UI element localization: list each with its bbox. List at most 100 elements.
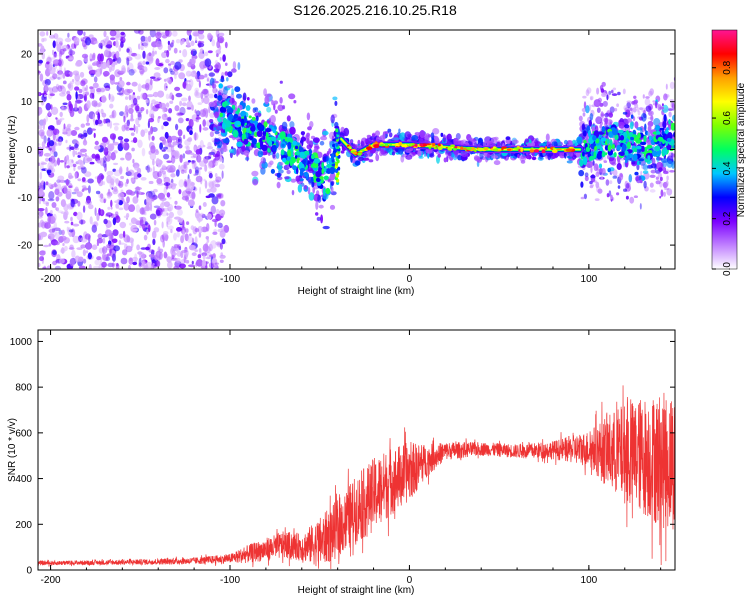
spectrogram-strong-blob (241, 133, 247, 139)
spectrogram-noise-blob (81, 177, 86, 182)
spectrogram-strong-blob (316, 182, 322, 186)
spectrogram-noise-blob (149, 152, 157, 161)
spectrogram-band-blob (607, 167, 611, 173)
spectrogram-noise-blob (205, 256, 212, 260)
spectrogram-band-blob (264, 95, 270, 105)
spectrogram-noise-blob (55, 196, 60, 202)
spectrogram-band-blob (217, 95, 223, 101)
spectrogram-noise-blob (78, 219, 86, 225)
spectrogram-noise-blob (142, 223, 146, 231)
spectrogram-noise-blob (141, 147, 146, 157)
spectrogram-strong-blob (251, 138, 257, 145)
spectrogram-noise-blob (77, 151, 83, 155)
spectrogram-noise-blob (85, 84, 89, 92)
spectrogram-noise-blob (47, 55, 51, 63)
spectrogram-band-blob (308, 180, 312, 185)
spectrogram-band-blob (404, 131, 412, 140)
spectrogram-band-blob (440, 132, 444, 137)
spectrogram-noise-blob (79, 153, 86, 157)
spectrogram-noise-blob (186, 30, 192, 36)
spectrogram-band-blob (563, 151, 567, 159)
spectrogram-band-blob (634, 121, 639, 129)
spectrogram-noise-blob (168, 63, 172, 66)
spectrogram-noise-blob (594, 198, 600, 202)
spectrogram-band-blob (288, 93, 296, 100)
spectrogram-band-blob (505, 136, 511, 141)
spectrogram-band-blob (432, 128, 440, 135)
spectrogram-noise-blob (148, 224, 151, 233)
spectrogram-noise-blob (131, 147, 135, 152)
spectrogram-noise-blob (48, 62, 53, 69)
spectrogram-hotspot (404, 143, 407, 148)
spectrogram-noise-blob (71, 159, 74, 163)
spectrogram-strong-blob (240, 110, 247, 118)
spectrogram-noise-blob (170, 155, 176, 164)
spectrogram-noise-blob (117, 80, 125, 88)
spectrogram-noise-blob (48, 110, 51, 116)
spectrogram-noise-blob (118, 200, 123, 206)
spectrogram-noise-blob (120, 41, 124, 48)
spectrogram-noise-blob (69, 232, 72, 237)
spectrogram-noise-blob (166, 216, 171, 223)
spectrogram-noise-blob (224, 71, 229, 76)
spectrogram-noise-blob (96, 241, 99, 246)
spectrogram-noise-blob (114, 263, 117, 266)
spectrogram-band-blob (311, 181, 315, 188)
spectrogram-band-blob (212, 154, 220, 158)
spectrogram-noise-blob (163, 146, 168, 150)
spectrogram-noise-blob (580, 196, 585, 200)
spectrogram-strong-blob (626, 154, 631, 160)
spectrogram-x-axis-label: Height of straight line (km) (298, 286, 415, 297)
spectrogram-noise-blob (640, 170, 643, 177)
spectrogram-noise-blob (207, 32, 212, 40)
spectrogram-hotspot (544, 146, 548, 151)
spectrogram-noise-blob (155, 58, 160, 66)
spectrogram-noise-blob (669, 170, 675, 173)
spectrogram-noise-blob (140, 45, 144, 51)
snr-series-line (38, 385, 675, 569)
spectrogram-band-blob (214, 111, 219, 119)
spectrogram-noise-blob (91, 153, 96, 159)
spectrogram-noise-blob (194, 132, 197, 141)
spectrogram-band-blob (585, 105, 590, 114)
spectrogram-noise-blob (163, 182, 171, 187)
spectrogram-strong-blob (632, 153, 638, 162)
spectrogram-band-blob (455, 133, 461, 140)
spectrogram-band-blob (595, 116, 603, 125)
spectrogram-noise-blob (183, 248, 189, 258)
spectrogram-noise-blob (217, 222, 223, 228)
spectrogram-noise-blob (77, 30, 83, 36)
spectrogram-noise-blob (71, 79, 75, 82)
spectrogram-hotspot (384, 143, 389, 147)
spectrogram-noise-blob (185, 228, 189, 233)
spectrogram-noise-blob (130, 132, 135, 136)
spectrogram-band-blob (271, 99, 274, 106)
spectrogram-noise-blob (143, 206, 151, 212)
spectrogram-hotspot (450, 144, 455, 147)
spectrogram-noise-blob (88, 66, 93, 71)
spectrogram-noise-blob (202, 119, 206, 127)
spectrogram-noise-blob (193, 173, 197, 177)
spectrogram-noise-blob (172, 252, 178, 256)
spectrogram-noise-blob (148, 55, 154, 64)
spectrogram-noise-blob (114, 200, 120, 203)
spectrogram-noise-blob (660, 189, 664, 197)
spectrogram-noise-blob (82, 258, 87, 264)
spectrogram-strong-blob (258, 124, 265, 132)
spectrogram-noise-blob (60, 185, 68, 194)
colorbar-label: Normalized spectral amplitude (736, 82, 747, 217)
spectrogram-noise-blob (204, 58, 212, 67)
spectrogram-noise-blob (214, 161, 218, 166)
spectrogram-noise-blob (655, 180, 661, 185)
spectrogram-noise-blob (109, 181, 115, 189)
spectrogram-noise-blob (126, 69, 130, 73)
spectrogram-strong-blob (272, 129, 277, 134)
spectrogram-y-tick-label: -20 (18, 241, 33, 252)
spectrogram-noise-blob (109, 94, 115, 103)
spectrogram-noise-blob (146, 94, 154, 98)
spectrogram-noise-blob (137, 113, 142, 121)
spectrogram-noise-blob (74, 150, 78, 155)
spectrogram-noise-blob (184, 170, 187, 174)
spectrogram-strong-blob (589, 155, 595, 161)
spectrogram-noise-blob (130, 217, 137, 224)
